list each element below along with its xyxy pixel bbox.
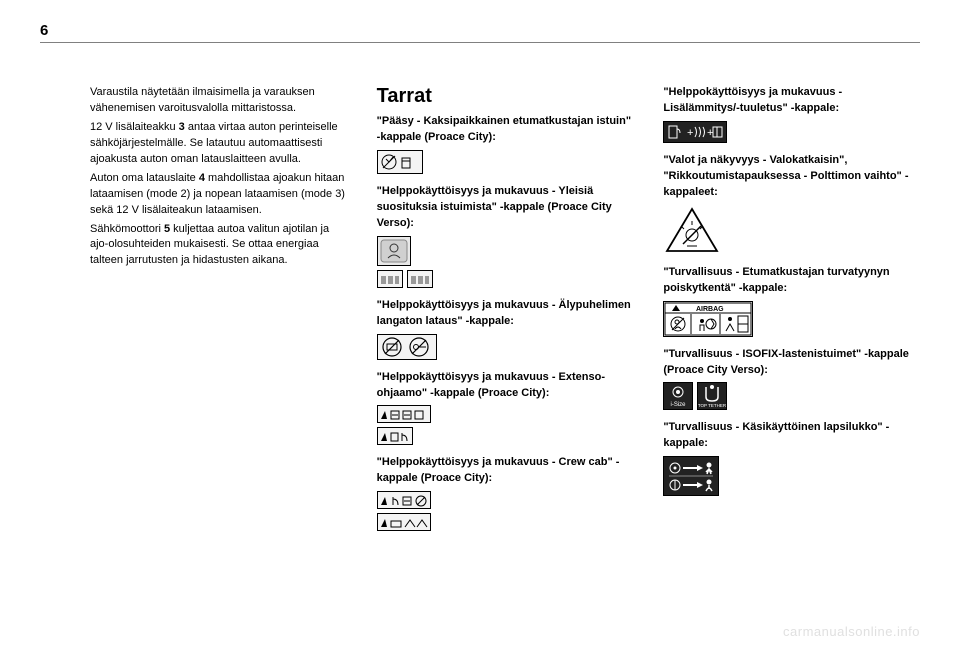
fuel-manual-icon: + + <box>663 121 727 143</box>
crew-wide-icon <box>377 491 431 509</box>
icon-row-isofix: i-Size TOP TETHER <box>663 382 920 410</box>
para-charger-a: Auton oma latauslaite <box>90 172 199 184</box>
icon-row-wireless <box>377 334 634 360</box>
column-2: Tarrat "Pääsy - Kaksipaikkainen etumatku… <box>377 85 634 541</box>
icon-row-crew-b <box>377 513 634 531</box>
top-tether-icon: TOP TETHER <box>697 382 727 410</box>
heading-airbag: "Turvallisuus - Etumatkustajan turvatyyn… <box>663 265 920 297</box>
icon-row-extenso-b <box>377 427 634 445</box>
crew-small-icon <box>377 513 431 531</box>
para-12v-a: 12 V lisälaiteakku <box>90 121 179 133</box>
svg-text:+: + <box>707 127 713 139</box>
column-1: Varaustila näytetään ilmaisimella ja var… <box>90 85 347 541</box>
heading-wireless: "Helppokäyttöisyys ja mukavuus - Älypuhe… <box>377 298 634 330</box>
heading-seat-recommend: "Helppokäyttöisyys ja mukavuus - Yleisiä… <box>377 184 634 232</box>
extenso-small-icon <box>377 427 413 445</box>
watermark: carmanualsonline.info <box>783 624 920 639</box>
heading-isofix: "Turvallisuus - ISOFIX-lastenistuimet" -… <box>663 347 920 379</box>
child-lock-icon <box>663 456 719 496</box>
para-reserve: Varaustila näytetään ilmaisimella ja var… <box>90 85 347 117</box>
seat-config-b-icon <box>407 270 433 288</box>
icon-row-seat-warning <box>377 236 634 266</box>
extenso-wide-icon <box>377 405 431 423</box>
heading-extenso: "Helppokäyttöisyys ja mukavuus - Extenso… <box>377 370 634 402</box>
heading-front-seat: "Pääsy - Kaksipaikkainen etumatkustajan … <box>377 114 634 146</box>
icon-row-childlock <box>663 456 920 496</box>
svg-text:i-Size: i-Size <box>671 402 687 408</box>
svg-text:TOP TETHER: TOP TETHER <box>698 403 726 408</box>
icon-row-lights <box>663 205 920 255</box>
no-light-warning-icon <box>663 205 721 255</box>
icon-row-extenso-a <box>377 405 634 423</box>
icon-row-airbag: AIRBAG <box>663 301 920 337</box>
seat-warning-icon <box>377 236 411 266</box>
airbag-warning-icon: AIRBAG <box>663 301 753 337</box>
icon-row-front-seat <box>377 150 634 174</box>
top-rule <box>40 42 920 43</box>
icon-row-crew-a <box>377 491 634 509</box>
page-number: 6 <box>40 22 48 39</box>
para-motor: Sähkömoottori 5 kuljettaa autoa valitun … <box>90 222 347 270</box>
icon-row-seat-small <box>377 270 634 288</box>
heading-lights: "Valot ja näkyvyys - Valokatkaisin", "Ri… <box>663 153 920 201</box>
heading-crewcab: "Helppokäyttöisyys ja mukavuus - Crew ca… <box>377 455 634 487</box>
seat-no-sit-icon <box>377 150 423 174</box>
section-title-tarrat: Tarrat <box>377 85 634 108</box>
svg-text:+: + <box>687 127 693 139</box>
heading-heater: "Helppokäyttöisyys ja mukavuus - Lisäläm… <box>663 85 920 117</box>
seat-config-a-icon <box>377 270 403 288</box>
column-3: "Helppokäyttöisyys ja mukavuus - Lisäläm… <box>663 85 920 541</box>
para-motor-a: Sähkömoottori <box>90 223 164 235</box>
icon-row-heater: + + <box>663 121 920 143</box>
content-columns: Varaustila näytetään ilmaisimella ja var… <box>90 85 920 541</box>
isize-icon: i-Size <box>663 382 693 410</box>
para-charger: Auton oma latauslaite 4 mahdollistaa ajo… <box>90 171 347 219</box>
para-12v: 12 V lisälaiteakku 3 antaa virtaa auton … <box>90 120 347 168</box>
svg-text:AIRBAG: AIRBAG <box>696 306 724 313</box>
no-card-key-icon <box>377 334 437 360</box>
heading-childlock: "Turvallisuus - Käsikäyttöinen lapsilukk… <box>663 420 920 452</box>
